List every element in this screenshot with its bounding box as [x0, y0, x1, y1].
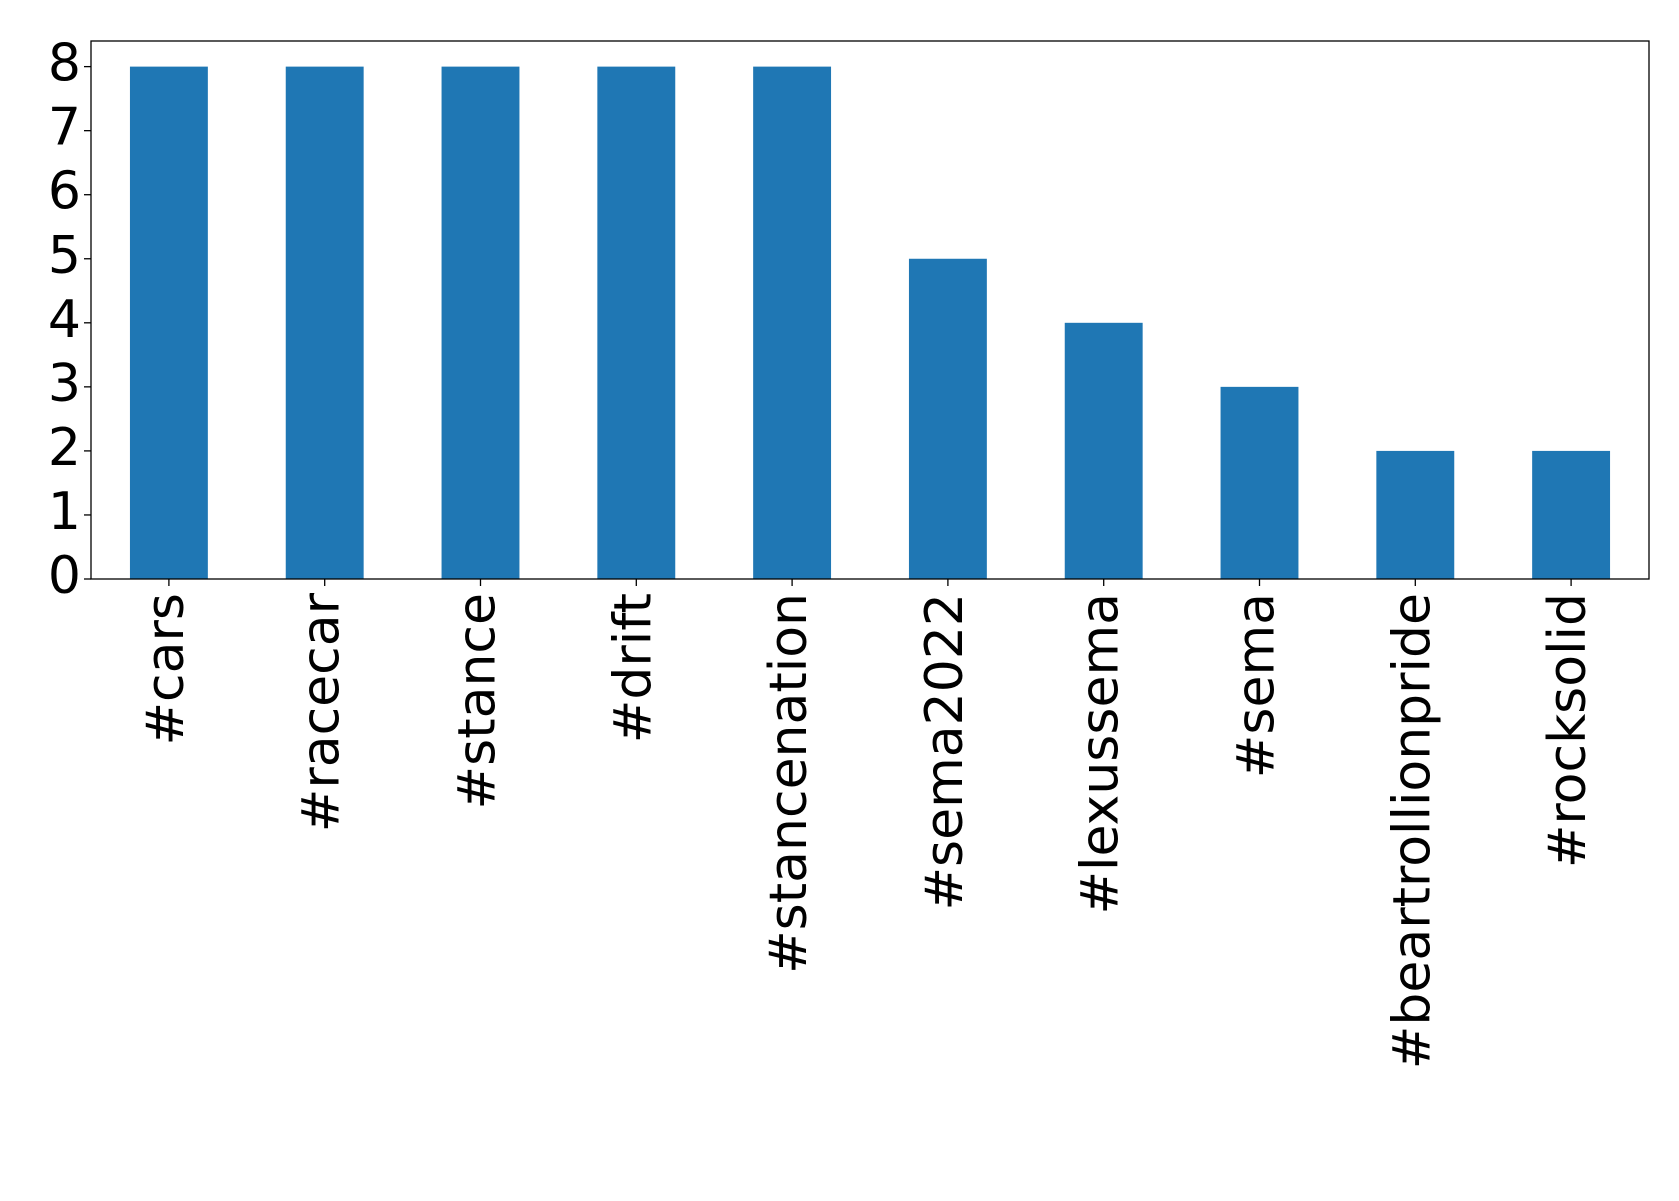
x-tick-label: #stancenation	[759, 593, 819, 974]
bar	[1376, 450, 1455, 579]
bar	[441, 66, 520, 580]
x-tick-label: #cars	[136, 593, 196, 746]
x-tick-label: #racecar	[292, 592, 352, 832]
x-tick-label: #sema2022	[915, 593, 975, 911]
bar	[285, 66, 364, 580]
bar	[908, 258, 987, 579]
bar	[129, 66, 208, 580]
x-tick-label: #sema	[1227, 593, 1287, 778]
y-tick-label: 8	[48, 34, 81, 94]
bar	[1220, 386, 1299, 579]
y-tick-label: 5	[48, 226, 81, 286]
x-tick-label: #stance	[448, 593, 508, 809]
x-tick-label: #rocksolid	[1538, 593, 1598, 868]
x-tick-label: #drift	[603, 593, 663, 743]
plot-frame	[90, 40, 1650, 580]
bar	[1532, 450, 1611, 579]
y-tick-label: 4	[48, 290, 81, 350]
y-tick-label: 6	[48, 162, 81, 222]
bar	[1064, 322, 1143, 579]
y-tick-label: 2	[48, 418, 81, 478]
x-tick-label: #lexussema	[1071, 593, 1131, 915]
bar	[753, 66, 832, 580]
bar	[597, 66, 676, 580]
y-tick-label: 1	[48, 482, 81, 542]
x-tick-label: #beartrollionpride	[1382, 593, 1442, 1069]
y-tick-label: 7	[48, 98, 81, 158]
y-tick-label: 0	[48, 546, 81, 606]
y-tick-label: 3	[48, 354, 81, 414]
